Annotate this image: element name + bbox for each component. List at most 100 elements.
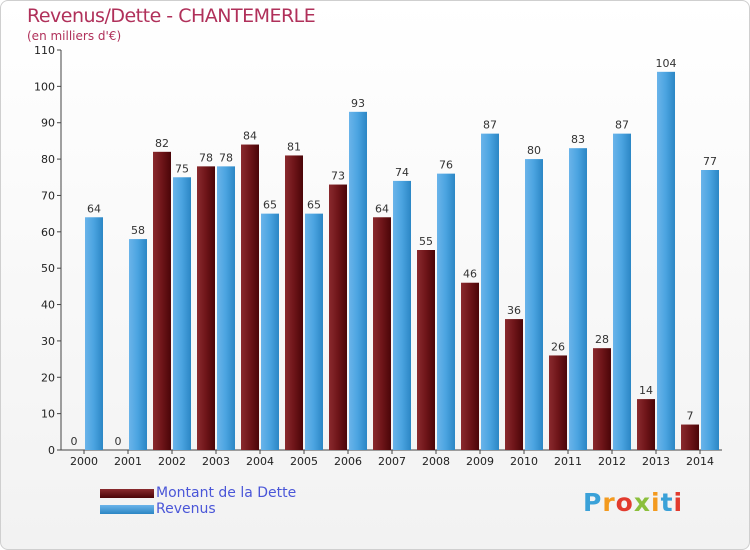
y-tick-label: 100 (34, 80, 55, 93)
chart-subtitle: (en milliers d'€) (27, 29, 122, 43)
bar-revenus (217, 166, 235, 450)
y-tick-label: 60 (41, 226, 55, 239)
bar-dette (637, 399, 655, 450)
bar-dette-value-label: 28 (595, 333, 609, 346)
bar-dette-value-label: 14 (639, 384, 653, 397)
y-tick-label: 0 (48, 444, 55, 457)
x-tick-label: 2007 (378, 455, 406, 468)
bar-dette-value-label: 84 (243, 130, 257, 143)
bar-dette (197, 166, 215, 450)
bar-dette-value-label: 81 (287, 140, 301, 153)
y-tick-label: 10 (41, 408, 55, 421)
x-tick-label: 2001 (114, 455, 142, 468)
y-tick-label: 40 (41, 299, 55, 312)
x-tick-label: 2006 (334, 455, 362, 468)
bar-dette (505, 319, 523, 450)
bar-revenus-value-label: 58 (131, 224, 145, 237)
bar-revenus-value-label: 74 (395, 166, 409, 179)
y-tick-label: 50 (41, 262, 55, 275)
bar-revenus (261, 213, 279, 450)
legend-swatch-dette (100, 489, 154, 498)
chart-title: Revenus/Dette - CHANTEMERLE (27, 5, 316, 27)
bar-revenus (569, 148, 587, 450)
bar-dette (461, 282, 479, 450)
y-tick-label: 30 (41, 335, 55, 348)
x-tick-label: 2002 (158, 455, 186, 468)
x-tick-label: 2013 (642, 455, 670, 468)
bar-dette (241, 144, 259, 450)
bar-dette (373, 217, 391, 450)
bar-revenus (393, 180, 411, 450)
bar-revenus-value-label: 83 (571, 133, 585, 146)
bar-revenus-value-label: 87 (615, 119, 629, 132)
bar-revenus (173, 177, 191, 451)
bar-revenus (481, 133, 499, 451)
bar-revenus-value-label: 77 (703, 155, 717, 168)
bar-revenus (437, 173, 455, 451)
bar-revenus (349, 111, 367, 451)
bar-revenus-value-label: 64 (87, 202, 101, 215)
bar-revenus (129, 239, 147, 450)
bar-revenus (613, 133, 631, 451)
bar-dette (417, 250, 435, 450)
bar-dette (285, 155, 303, 451)
legend-label-revenus: Revenus (156, 501, 216, 517)
logo-letter: i (673, 488, 684, 517)
y-tick-label: 70 (41, 189, 55, 202)
bar-revenus (701, 170, 719, 450)
bar-revenus (657, 71, 675, 451)
bar-revenus-value-label: 104 (656, 57, 677, 70)
bar-dette-value-label: 36 (507, 304, 521, 317)
bar-dette-value-label: 0 (71, 435, 78, 448)
x-tick-label: 2005 (290, 455, 318, 468)
legend-swatch-revenus (100, 505, 154, 514)
legend-label-dette: Montant de la Dette (156, 485, 297, 501)
bar-dette (593, 348, 611, 450)
bar-dette-value-label: 78 (199, 151, 213, 164)
y-tick-label: 110 (34, 44, 55, 57)
bar-dette-value-label: 82 (155, 137, 169, 150)
bar-revenus-value-label: 87 (483, 119, 497, 132)
bar-revenus (305, 213, 323, 450)
x-tick-label: 2012 (598, 455, 626, 468)
y-tick-label: 20 (41, 371, 55, 384)
bar-dette-value-label: 7 (687, 410, 694, 423)
x-tick-label: 2000 (70, 455, 98, 468)
x-tick-label: 2014 (686, 455, 714, 468)
x-tick-label: 2010 (510, 455, 538, 468)
x-tick-label: 2003 (202, 455, 230, 468)
x-tick-label: 2008 (422, 455, 450, 468)
bar-dette (329, 184, 347, 450)
bar-dette-value-label: 26 (551, 340, 565, 353)
logo-letter: r (602, 488, 616, 517)
logo-letter: P (583, 488, 603, 517)
bar-dette (153, 151, 171, 450)
bar-revenus-value-label: 76 (439, 159, 453, 172)
bar-revenus (525, 159, 543, 450)
y-tick-label: 80 (41, 153, 55, 166)
x-tick-label: 2011 (554, 455, 582, 468)
bar-dette-value-label: 73 (331, 170, 345, 183)
bar-revenus (85, 217, 103, 450)
proxiti-logo: Proxiti (583, 488, 683, 517)
x-tick-label: 2009 (466, 455, 494, 468)
bar-dette-value-label: 46 (463, 268, 477, 281)
bar-dette (549, 355, 567, 450)
logo-letter: t (660, 488, 674, 517)
logo-letter: x (633, 488, 651, 517)
bar-dette-value-label: 64 (375, 202, 389, 215)
bar-dette-value-label: 55 (419, 235, 433, 248)
bar-revenus-value-label: 65 (263, 199, 277, 212)
logo-letter: i (651, 488, 661, 517)
logo-letter: o (615, 488, 634, 517)
bar-revenus-value-label: 78 (219, 151, 233, 164)
bar-revenus-value-label: 93 (351, 97, 365, 110)
bar-revenus-value-label: 65 (307, 199, 321, 212)
y-tick-label: 90 (41, 117, 55, 130)
bar-dette-value-label: 0 (115, 435, 122, 448)
x-tick-label: 2004 (246, 455, 274, 468)
bar-revenus-value-label: 80 (527, 144, 541, 157)
bar-dette (681, 424, 699, 450)
bar-revenus-value-label: 75 (175, 162, 189, 175)
